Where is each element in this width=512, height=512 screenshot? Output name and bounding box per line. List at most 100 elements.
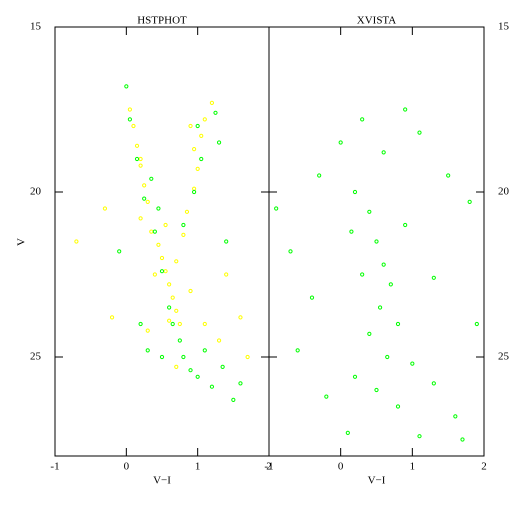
data-point bbox=[170, 295, 175, 300]
data-point bbox=[338, 140, 343, 145]
data-point bbox=[352, 189, 358, 195]
data-point bbox=[381, 262, 386, 267]
data-point bbox=[395, 321, 401, 327]
data-point bbox=[188, 368, 193, 373]
data-point bbox=[349, 229, 354, 234]
data-point bbox=[192, 189, 197, 195]
x-tick-label: -1 bbox=[264, 461, 273, 473]
data-point bbox=[231, 397, 236, 402]
y-tick-label: 15 bbox=[498, 21, 510, 33]
data-point bbox=[195, 123, 200, 129]
data-point bbox=[167, 282, 172, 287]
data-point bbox=[453, 414, 458, 419]
data-point bbox=[74, 239, 79, 244]
data-point bbox=[195, 374, 200, 379]
y-tick-label: 20 bbox=[30, 186, 42, 198]
data-point bbox=[417, 130, 422, 135]
data-point bbox=[460, 437, 465, 442]
data-point bbox=[245, 354, 250, 360]
data-point bbox=[127, 107, 132, 112]
x-axis-label: V−I bbox=[368, 475, 386, 487]
data-point bbox=[216, 140, 222, 145]
data-point bbox=[202, 117, 207, 122]
data-point bbox=[124, 84, 129, 89]
data-point bbox=[156, 242, 161, 247]
data-point bbox=[213, 110, 218, 115]
data-point bbox=[192, 186, 197, 191]
data-point bbox=[174, 364, 179, 369]
data-point bbox=[377, 305, 383, 310]
data-point bbox=[109, 315, 115, 320]
data-point bbox=[145, 348, 150, 353]
data-point bbox=[238, 315, 243, 320]
data-point bbox=[188, 123, 193, 129]
panel-title: XVISTA bbox=[357, 15, 397, 27]
data-point bbox=[360, 117, 365, 122]
data-point bbox=[209, 100, 215, 106]
data-point bbox=[295, 348, 300, 353]
data-point bbox=[163, 269, 168, 274]
data-point bbox=[431, 275, 436, 280]
data-point bbox=[385, 354, 390, 360]
data-point bbox=[238, 381, 243, 386]
data-point bbox=[174, 259, 179, 264]
data-point bbox=[209, 384, 215, 389]
data-point bbox=[177, 338, 182, 343]
data-point bbox=[202, 321, 207, 327]
x-tick-label: -1 bbox=[50, 461, 59, 473]
x-axis-label: V−I bbox=[153, 475, 171, 487]
data-point bbox=[224, 239, 229, 244]
data-point bbox=[159, 354, 165, 360]
data-point bbox=[381, 150, 386, 155]
data-point bbox=[117, 249, 122, 254]
data-point bbox=[156, 206, 161, 211]
data-point bbox=[374, 239, 379, 244]
data-point bbox=[374, 387, 379, 393]
y-tick-label: 25 bbox=[498, 351, 510, 363]
data-point bbox=[159, 269, 165, 274]
x-tick-label: 2 bbox=[266, 461, 272, 473]
data-point bbox=[142, 196, 147, 201]
data-point bbox=[352, 374, 358, 379]
data-point bbox=[431, 381, 436, 386]
x-tick-label: 1 bbox=[195, 461, 201, 473]
data-point bbox=[288, 249, 293, 254]
data-point bbox=[138, 163, 143, 168]
data-point bbox=[410, 361, 415, 366]
data-point bbox=[184, 209, 190, 214]
y-tick-label: 25 bbox=[30, 351, 42, 363]
x-tick-label: 1 bbox=[410, 461, 416, 473]
data-point bbox=[159, 255, 165, 261]
data-point bbox=[102, 206, 108, 211]
data-point bbox=[174, 308, 179, 313]
data-point bbox=[216, 338, 222, 343]
data-point bbox=[170, 321, 175, 327]
data-point bbox=[131, 123, 136, 129]
data-point bbox=[152, 229, 157, 234]
data-point bbox=[152, 272, 157, 277]
data-point bbox=[224, 272, 229, 277]
data-point bbox=[181, 222, 186, 228]
data-point bbox=[220, 364, 225, 369]
data-point bbox=[138, 321, 143, 327]
data-point bbox=[317, 173, 322, 178]
data-point bbox=[367, 209, 372, 214]
data-point bbox=[188, 288, 193, 294]
plot-frame bbox=[268, 26, 485, 457]
data-point bbox=[192, 147, 197, 152]
x-tick-label: 0 bbox=[124, 461, 130, 473]
data-point bbox=[274, 206, 279, 211]
data-point bbox=[163, 222, 168, 228]
data-point bbox=[324, 394, 329, 399]
data-point bbox=[149, 229, 154, 234]
plot-frame bbox=[54, 26, 270, 457]
data-point bbox=[202, 348, 207, 353]
data-point bbox=[149, 176, 154, 181]
data-point bbox=[181, 354, 186, 360]
data-point bbox=[138, 156, 143, 162]
data-point bbox=[403, 222, 408, 228]
data-point bbox=[145, 199, 150, 204]
data-point bbox=[309, 295, 315, 300]
data-point bbox=[199, 156, 204, 162]
